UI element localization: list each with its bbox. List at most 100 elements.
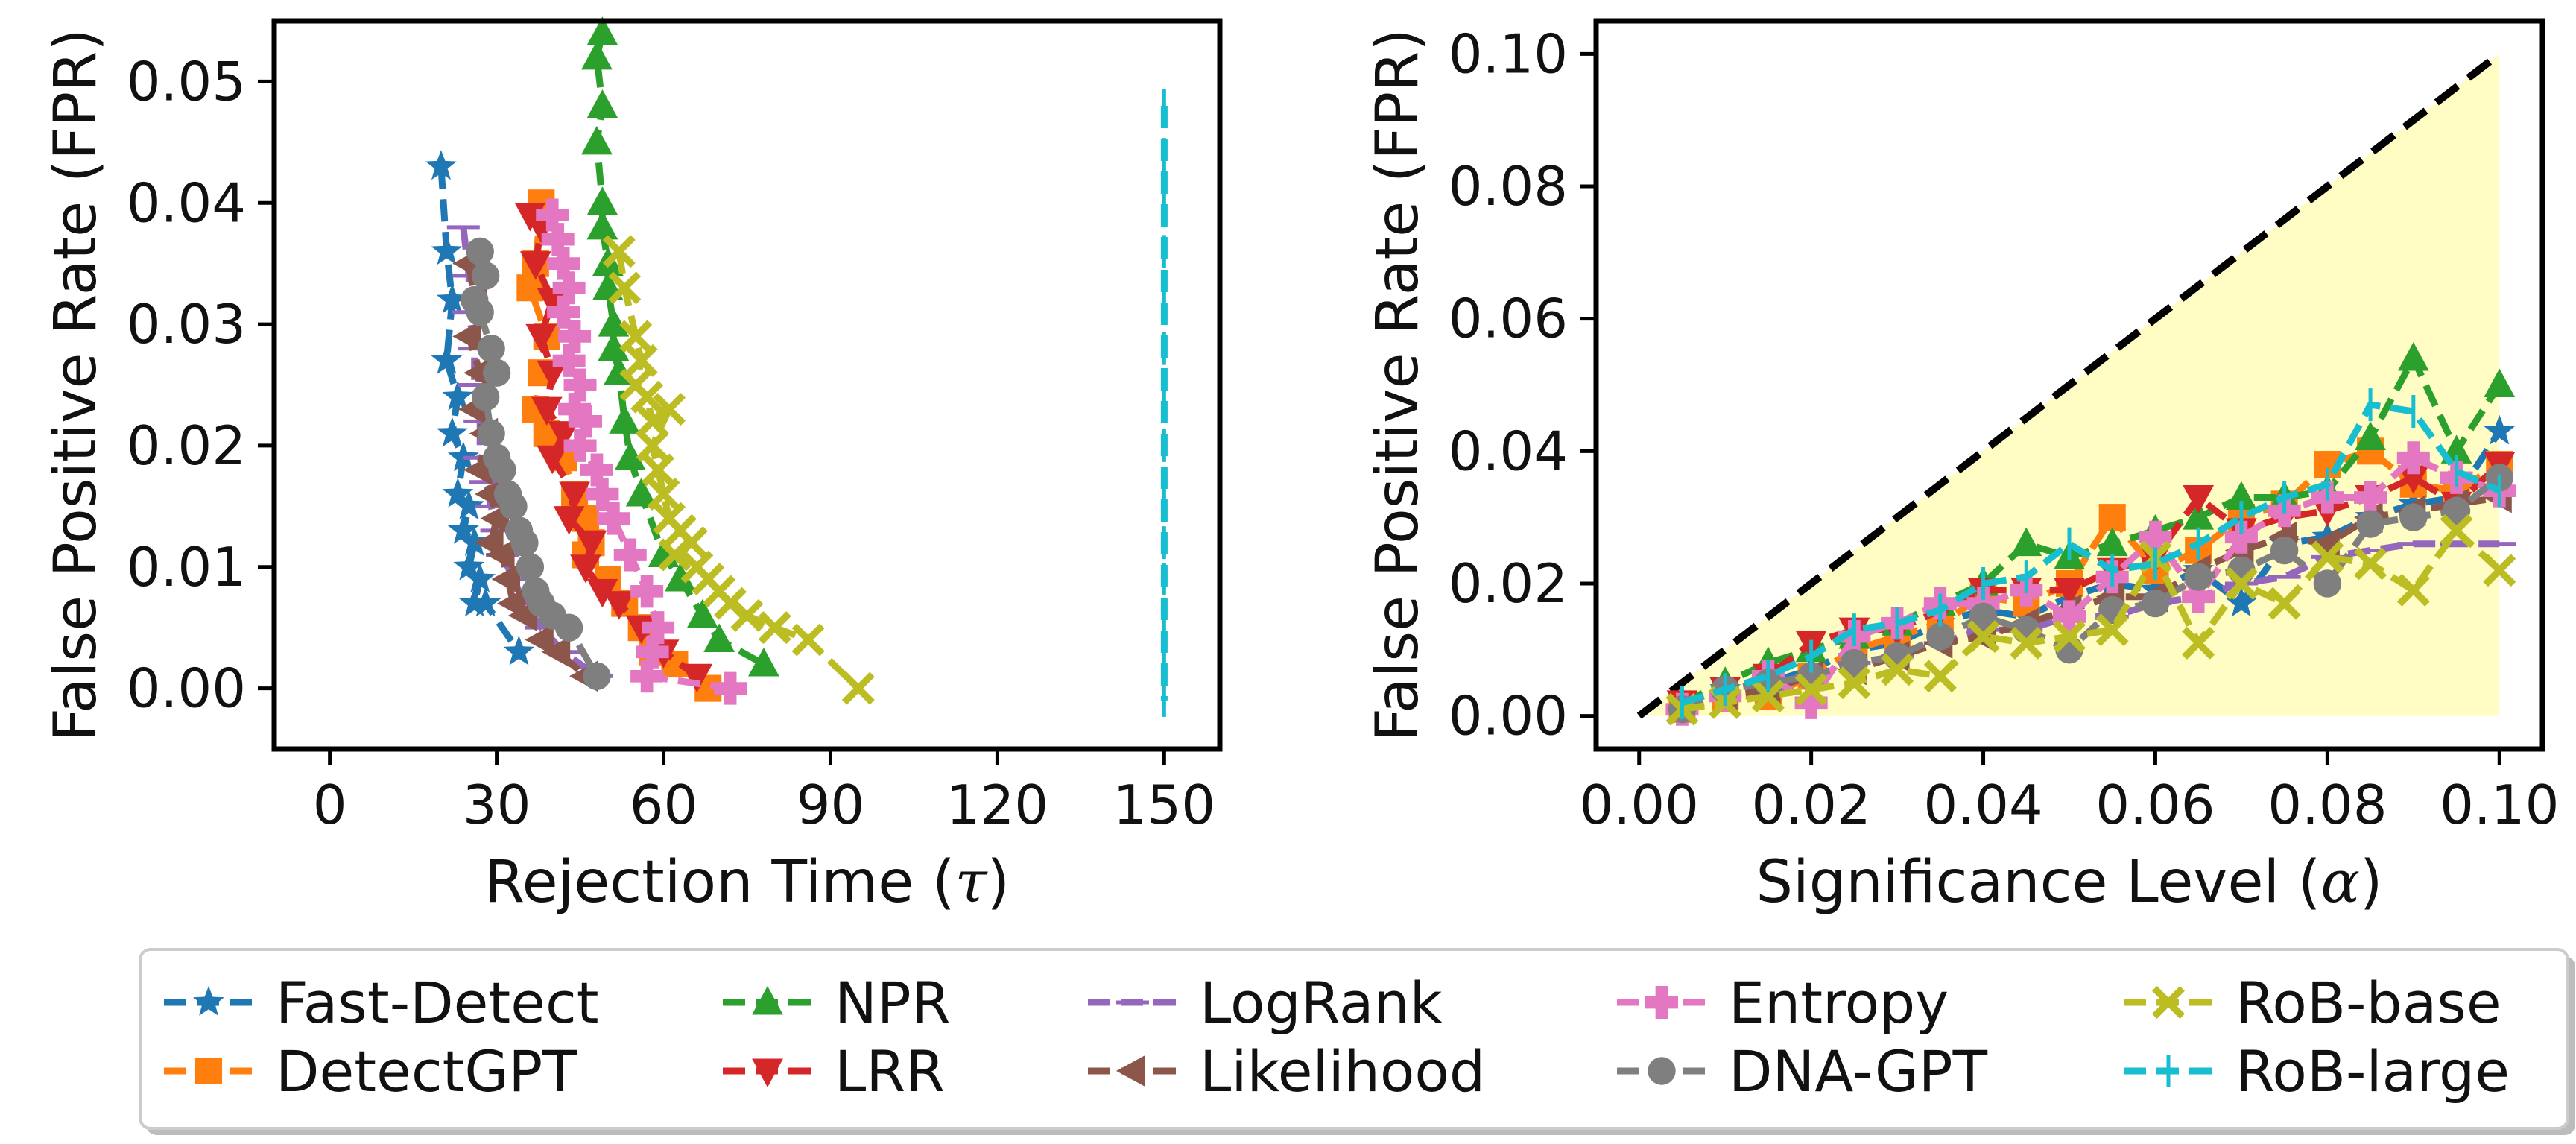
left-point-npr-2 bbox=[586, 89, 618, 118]
right-ytick-label-3: 0.06 bbox=[1449, 288, 1568, 350]
left-point-lrr-12 bbox=[570, 554, 601, 584]
legend-entry-rob-base: RoB-base bbox=[2124, 970, 2501, 1036]
legend-label-rob-large: RoB-large bbox=[2235, 1038, 2510, 1105]
left-point-entropy-18 bbox=[630, 660, 664, 693]
legend-marker-dna-gpt bbox=[1648, 1057, 1676, 1085]
right-ytick-label-4: 0.08 bbox=[1449, 155, 1568, 218]
left-point-rob-base-19 bbox=[730, 598, 764, 632]
left-point-dna-gpt-9 bbox=[488, 455, 516, 484]
right-ytick-label-0: 0.00 bbox=[1449, 685, 1568, 748]
left-point-lrr-6 bbox=[531, 396, 563, 426]
left-point-lrr-13 bbox=[586, 578, 618, 608]
left-xtick-label-1: 30 bbox=[463, 774, 531, 836]
left-point-entropy-4 bbox=[547, 295, 580, 329]
right-point-rob-base-9 bbox=[2053, 620, 2086, 654]
right-line-rob-base bbox=[1681, 527, 2502, 713]
left-point-rob-base-14 bbox=[658, 538, 692, 572]
left-point-npr-15 bbox=[665, 563, 696, 592]
left-point-likelihood-14 bbox=[525, 624, 554, 656]
left-point-dna-gpt-18 bbox=[554, 613, 583, 642]
left-point-fast-detect-2 bbox=[436, 283, 468, 314]
right-point-lrr-17 bbox=[2397, 465, 2429, 494]
left-ytick-label-5: 0.05 bbox=[127, 50, 246, 113]
left-point-fast-detect-5 bbox=[436, 417, 468, 447]
right-point-rob-base-8 bbox=[2010, 626, 2043, 660]
left-point-rob-base-10 bbox=[647, 478, 680, 511]
left-point-fast-detect-4 bbox=[442, 380, 474, 411]
legend-entry-fast-detect: Fast-Detect bbox=[164, 970, 599, 1036]
left-point-npr-18 bbox=[747, 648, 779, 677]
left-point-likelihood-11 bbox=[491, 563, 521, 595]
left-point-fast-detect-15 bbox=[503, 635, 535, 666]
left-point-likelihood-3 bbox=[463, 357, 493, 389]
left-point-entropy-15 bbox=[630, 575, 664, 608]
left-point-entropy-8 bbox=[558, 393, 592, 426]
left-point-dna-gpt-5 bbox=[482, 358, 511, 387]
left-point-npr-12 bbox=[614, 441, 646, 470]
left-point-dna-gpt-6 bbox=[471, 383, 500, 411]
left-xtick-label-2: 60 bbox=[630, 774, 698, 836]
right-point-npr-16 bbox=[2355, 421, 2386, 451]
left-point-lrr-7 bbox=[548, 421, 580, 450]
right-series-rob-large bbox=[1680, 388, 2501, 719]
left-ytick-label-0: 0.00 bbox=[127, 657, 246, 720]
right-point-rob-base-19 bbox=[2483, 554, 2516, 587]
left-point-dna-gpt-14 bbox=[516, 553, 545, 581]
left-ytick-label-3: 0.03 bbox=[127, 293, 246, 355]
left-point-entropy-17 bbox=[636, 635, 669, 669]
legend-marker-rob-base bbox=[2152, 986, 2185, 1019]
right-point-rob-base-6 bbox=[1923, 660, 1957, 693]
left-point-entropy-1 bbox=[541, 223, 575, 256]
right-point-dna-gpt-12 bbox=[2184, 563, 2212, 591]
left-point-fast-detect-0 bbox=[425, 150, 457, 180]
left-point-entropy-7 bbox=[563, 368, 597, 402]
left-point-likelihood-15 bbox=[541, 636, 571, 668]
right-point-detectgpt-10 bbox=[2098, 504, 2126, 531]
legend-entry-detectgpt: DetectGPT bbox=[164, 1038, 577, 1105]
left-point-likelihood-10 bbox=[486, 539, 515, 571]
right-point-dna-gpt-16 bbox=[2356, 510, 2384, 538]
left-point-likelihood-7 bbox=[475, 478, 504, 510]
left-point-dna-gpt-1 bbox=[471, 262, 500, 290]
left-series-lrr bbox=[514, 203, 713, 693]
left-point-dna-gpt-4 bbox=[477, 334, 505, 363]
right-point-dna-gpt-11 bbox=[2141, 589, 2170, 618]
legend-label-logrank: LogRank bbox=[1200, 970, 1443, 1036]
right-point-dna-gpt-4 bbox=[1840, 648, 1869, 677]
left-xtick-label-5: 150 bbox=[1113, 774, 1215, 836]
legend-label-fast-detect: Fast-Detect bbox=[276, 970, 599, 1036]
left-series-dna-gpt bbox=[461, 237, 611, 690]
right-point-npr-8 bbox=[2010, 527, 2042, 557]
right-point-npr-17 bbox=[2397, 341, 2429, 371]
left-point-likelihood-2 bbox=[452, 320, 481, 353]
right-point-entropy-16 bbox=[2354, 481, 2387, 514]
left-point-fast-detect-11 bbox=[453, 550, 485, 581]
left-point-lrr-3 bbox=[537, 288, 569, 317]
right-point-dna-gpt-17 bbox=[2399, 503, 2428, 531]
left-point-rob-base-2 bbox=[619, 320, 653, 353]
legend-label-entropy: Entropy bbox=[1729, 970, 1949, 1036]
left-ytick-label-1: 0.01 bbox=[127, 536, 246, 598]
legend-marker-entropy bbox=[1645, 986, 1678, 1019]
left-point-rob-base-7 bbox=[652, 393, 686, 426]
legend-entry-likelihood: Likelihood bbox=[1088, 1038, 1485, 1105]
left-point-lrr-5 bbox=[537, 360, 569, 390]
legend-marker-lrr bbox=[752, 1058, 783, 1087]
left-point-dna-gpt-0 bbox=[466, 237, 494, 266]
legend-entry-entropy: Entropy bbox=[1617, 970, 1949, 1036]
right-point-lrr-12 bbox=[2183, 484, 2215, 514]
legend-label-npr: NPR bbox=[835, 970, 951, 1036]
legend-label-dna-gpt: DNA-GPT bbox=[1729, 1038, 1988, 1105]
right-point-fast-detect-19 bbox=[2484, 414, 2516, 445]
legend-entry-logrank: LogRank bbox=[1088, 970, 1443, 1036]
left-axes-frame bbox=[271, 18, 1223, 752]
right-point-npr-12 bbox=[2183, 501, 2215, 530]
left-ytick-label-2: 0.02 bbox=[127, 414, 246, 477]
left-point-fast-detect-1 bbox=[431, 235, 463, 265]
legend-box bbox=[139, 948, 2569, 1130]
right-xtick-label-4: 0.08 bbox=[2268, 774, 2387, 836]
left-point-entropy-3 bbox=[552, 271, 586, 305]
left-point-fast-detect-8 bbox=[453, 490, 485, 520]
left-point-fast-detect-10 bbox=[458, 526, 490, 556]
right-point-rob-base-17 bbox=[2396, 573, 2430, 607]
